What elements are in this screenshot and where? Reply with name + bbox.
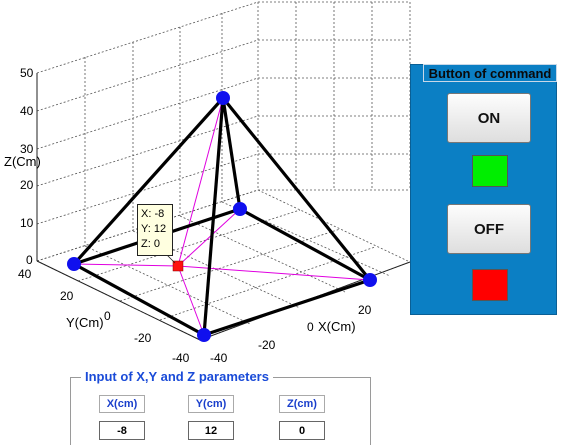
datatip-z: Z: 0 <box>141 238 160 250</box>
off-indicator <box>472 269 508 301</box>
on-indicator <box>472 155 508 187</box>
pyramid <box>72 96 372 337</box>
off-button[interactable]: OFF <box>447 204 531 254</box>
z-tick-label: 0 <box>26 253 33 267</box>
y-tick-label: -40 <box>172 351 190 365</box>
z-tick-label: 30 <box>20 142 34 156</box>
x-tick-label: 0 <box>307 320 314 334</box>
y-param-label: Y(cm) <box>188 395 234 413</box>
x-tick-label: 20 <box>358 303 372 317</box>
vertex-point <box>197 328 211 342</box>
datatip-y: Y: 12 <box>141 223 167 235</box>
vertex-point <box>363 273 377 287</box>
end-effector-point[interactable] <box>172 260 184 272</box>
vertex-point <box>233 202 247 216</box>
datatip-x: X: -8 <box>141 208 165 220</box>
axes-box <box>36 73 411 341</box>
command-panel: Button of command ON OFF <box>410 64 557 315</box>
x-tick-label: -20 <box>258 338 276 352</box>
command-panel-title: Button of command <box>423 64 557 82</box>
y-param-input[interactable] <box>188 421 234 440</box>
x-axis-label: X(Cm) <box>318 319 356 334</box>
x-tick-label: -40 <box>210 351 228 365</box>
grid-lines <box>36 1 411 341</box>
x-param-input[interactable] <box>99 421 145 440</box>
z-param-input[interactable] <box>279 421 325 440</box>
x-param-label: X(cm) <box>99 395 145 413</box>
datatip: X: -8 Y: 12 Z: 0 <box>137 204 173 256</box>
parameters-group: Input of X,Y and Z parameters X(cm) Y(cm… <box>70 369 371 445</box>
parameters-title: Input of X,Y and Z parameters <box>81 369 273 384</box>
z-tick-label: 50 <box>20 66 34 80</box>
vertex-point <box>216 91 230 105</box>
z-tick-label: 40 <box>20 104 34 118</box>
y-axis-label: Y(Cm) <box>66 315 104 330</box>
y-tick-label: 20 <box>60 289 74 303</box>
z-axis-label: Z(Cm) <box>4 154 41 169</box>
z-tick-label: 10 <box>20 216 34 230</box>
y-tick-label: -20 <box>134 331 152 345</box>
z-param-label: Z(cm) <box>279 395 325 413</box>
vertex-point <box>67 257 81 271</box>
on-button[interactable]: ON <box>447 93 531 143</box>
z-tick-label: 20 <box>20 178 34 192</box>
y-tick-label: 40 <box>18 267 32 281</box>
y-tick-label: 0 <box>104 309 111 323</box>
